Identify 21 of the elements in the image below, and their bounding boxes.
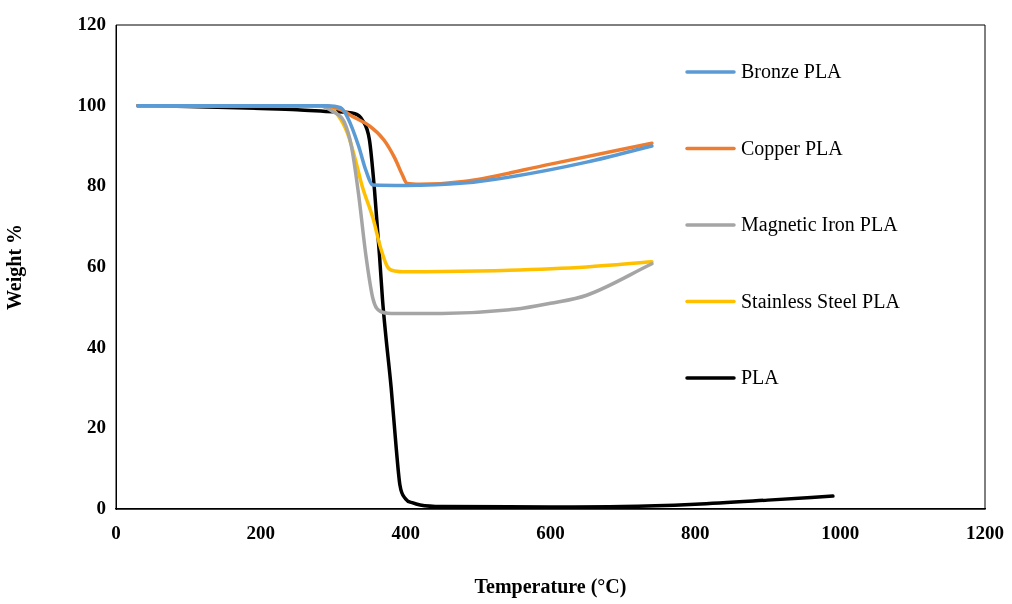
legend-label: Bronze PLA (741, 60, 843, 83)
y-tick-label: 0 (96, 496, 106, 518)
legend-label: Magnetic Iron PLA (741, 213, 899, 237)
y-tick-label: 120 (77, 12, 106, 34)
x-tick-label: 200 (246, 522, 276, 544)
legend-label: PLA (741, 366, 780, 389)
y-tick-label: 20 (87, 416, 106, 438)
y-tick-label: 40 (87, 335, 106, 357)
x-tick-label: 400 (391, 522, 420, 544)
x-tick-label: 1200 (966, 522, 1004, 544)
x-tick-label: 0 (111, 522, 121, 544)
x-tick-label: 1000 (821, 522, 860, 544)
x-tick-label: 800 (681, 522, 710, 544)
x-axis-title: Temperature (°C) (474, 575, 627, 599)
legend-label: Stainless Steel PLA (741, 289, 901, 312)
y-axis-title: Weight % (3, 223, 27, 311)
y-tick-label: 100 (77, 93, 106, 115)
y-tick-label: 60 (87, 254, 106, 276)
y-tick-label: 80 (87, 174, 106, 196)
x-tick-label: 600 (536, 522, 565, 544)
legend-label: Copper PLA (741, 136, 844, 160)
